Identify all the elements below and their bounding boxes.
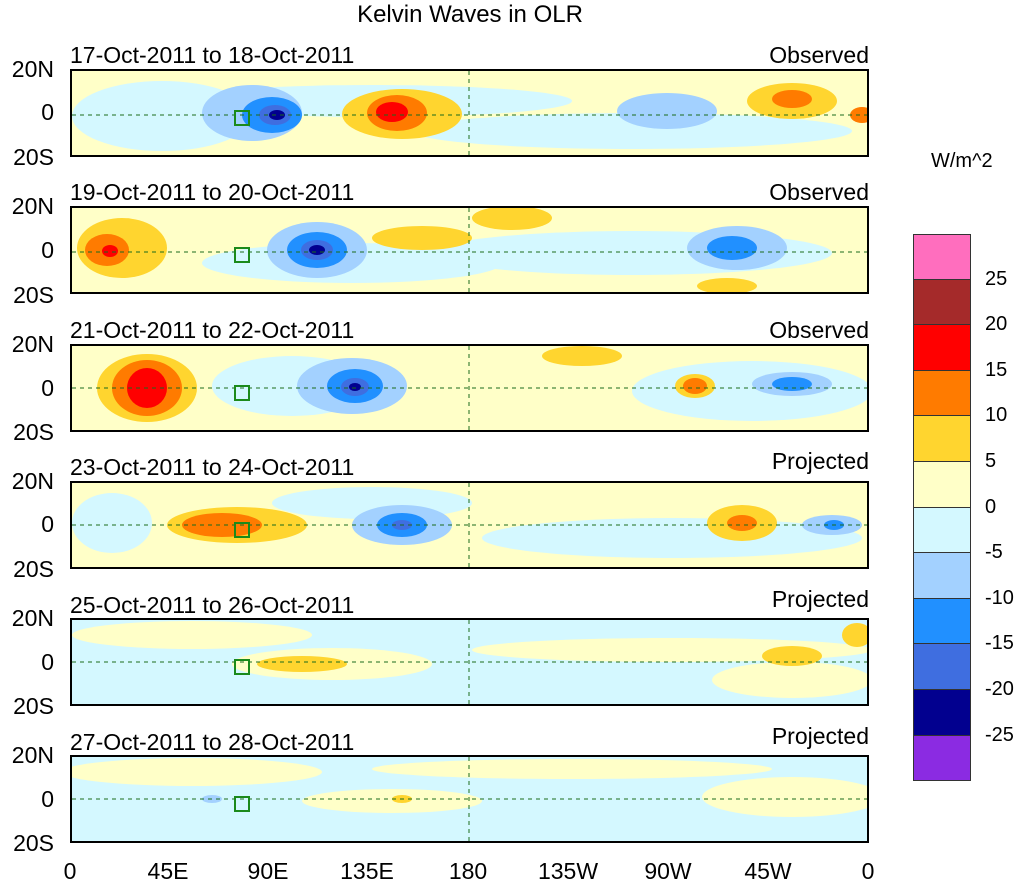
panel-3-date: 21-Oct-2011 to 22-Oct-2011 [70, 317, 355, 343]
panel-3-lat-20s: 20S [13, 419, 54, 445]
colorbar-label-5: 0 [985, 495, 997, 518]
panel-2-status: Observed [769, 179, 869, 205]
lon-label-0: 0 [63, 858, 77, 884]
lon-label-45w: 45W [744, 858, 792, 884]
panel-1-lat-20n: 20N [11, 56, 54, 82]
lon-label-0-east: 0 [861, 858, 875, 884]
panel-4-lat-20s: 20S [13, 556, 54, 582]
panel-6-lat-20n: 20N [11, 742, 54, 768]
panel-6-date: 27-Oct-2011 to 28-Oct-2011 [70, 729, 355, 755]
lon-label-135e: 135E [340, 858, 394, 884]
panel-3-status: Observed [769, 317, 869, 343]
colorbar-box-9 [913, 644, 971, 690]
colorbar-label-2: 15 [985, 358, 1008, 381]
colorbar-label-3: 10 [985, 404, 1008, 427]
panel-4-lat-0: 0 [41, 511, 54, 537]
colorbar [913, 234, 971, 782]
colorbar-box-1 [913, 279, 971, 326]
panel-3-lat-20n: 20N [11, 331, 54, 357]
panel-2-date: 19-Oct-2011 to 20-Oct-2011 [70, 179, 355, 205]
panel-2-map [70, 206, 869, 294]
panel-3-lat-0: 0 [41, 375, 54, 401]
panel-4-map [70, 481, 869, 569]
panel-4-status: Projected [771, 448, 869, 474]
panel-1-lat-20s: 20S [13, 144, 54, 170]
panel-6-lat-20s: 20S [13, 830, 54, 856]
panel-5-lat-0: 0 [41, 649, 54, 675]
colorbar-box-8 [913, 598, 971, 645]
panel-1-status: Observed [769, 42, 869, 68]
colorbar-box-4 [913, 416, 971, 462]
panel-5-lat-20s: 20S [13, 693, 54, 719]
panel-2-lat-20n: 20N [11, 193, 54, 219]
colorbar-box-3 [913, 370, 971, 417]
colorbar-label-10: -25 [985, 723, 1014, 746]
colorbar-label-4: 5 [985, 450, 997, 472]
colorbar-label-7: -10 [985, 586, 1014, 609]
colorbar-box-0 [913, 234, 971, 280]
colorbar-label-0: 25 [985, 267, 1008, 290]
lon-label-135w: 135W [537, 858, 599, 884]
panel-2-lat-20s: 20S [13, 282, 54, 308]
panel-6-lat-0: 0 [41, 786, 54, 812]
colorbar-box-6 [913, 507, 971, 554]
colorbar-label-9: -20 [985, 678, 1014, 700]
units-label: W/m^2 [931, 150, 993, 172]
panel-6-status: Projected [771, 723, 869, 749]
lon-label-90w: 90W [644, 858, 692, 884]
panel-1-date: 17-Oct-2011 to 18-Oct-2011 [70, 42, 355, 68]
panel-4-date: 23-Oct-2011 to 24-Oct-2011 [70, 454, 355, 480]
colorbar-box-5 [913, 461, 971, 508]
colorbar-box-2 [913, 325, 971, 371]
panel-2-lat-0: 0 [41, 237, 54, 263]
panel-5-map [70, 618, 869, 706]
panel-4-lat-20n: 20N [11, 468, 54, 494]
colorbar-box-7 [913, 553, 971, 599]
panel-1-lat-0: 0 [41, 99, 54, 125]
panel-1-map [70, 69, 869, 157]
panel-3-map [70, 344, 869, 432]
lon-label-180: 180 [448, 858, 488, 884]
colorbar-label-6: -5 [985, 541, 1003, 564]
panel-5-status: Projected [771, 586, 869, 612]
lon-label-90e: 90E [247, 858, 289, 884]
lon-label-45e: 45E [147, 858, 189, 884]
colorbar-box-11 [913, 735, 971, 782]
colorbar-box-10 [913, 689, 971, 736]
colorbar-label-1: 20 [985, 313, 1008, 336]
colorbar-label-8: -15 [985, 632, 1014, 655]
panel-6-map [70, 755, 869, 843]
figure-title: Kelvin Waves in OLR [357, 1, 583, 28]
panel-5-lat-20n: 20N [11, 605, 54, 631]
panel-5-date: 25-Oct-2011 to 26-Oct-2011 [70, 592, 355, 618]
